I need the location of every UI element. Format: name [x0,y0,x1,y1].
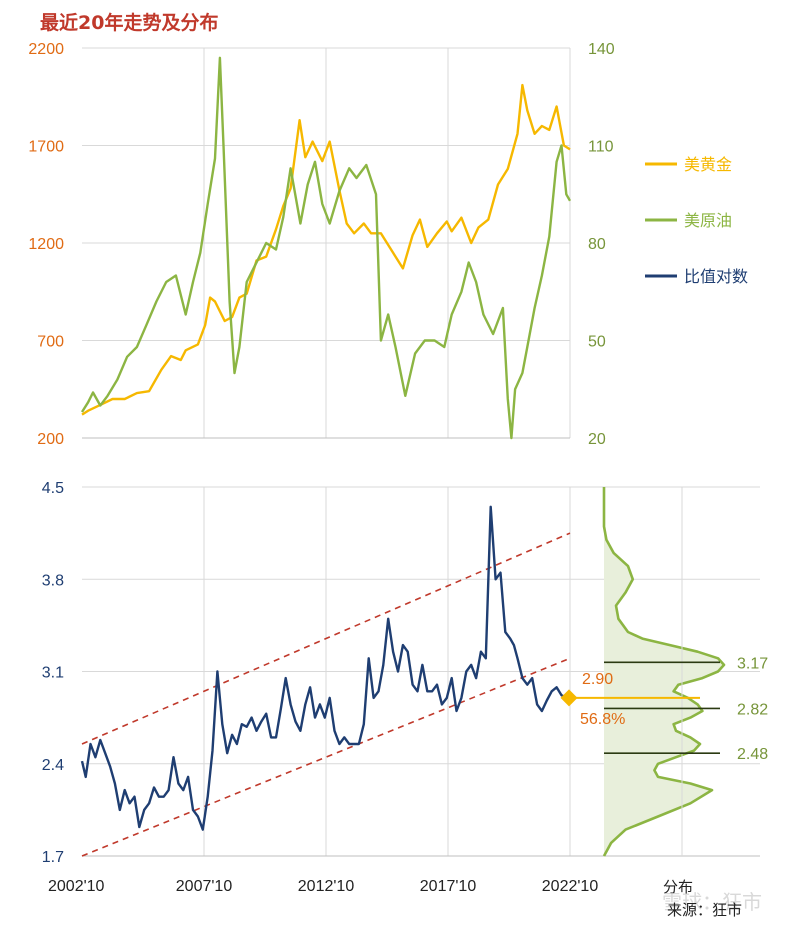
x-tick-label: 2017'10 [420,878,477,895]
source-note: 来源：狂市 [667,901,742,919]
bottom-y-tick-label: 3.1 [42,665,64,682]
top-chart-tick-labels: 200 700 1200 1700 2200 20 50 80 110 140 [28,41,614,448]
current-value-label: 2.90 [582,671,613,688]
ratio-log-line [80,505,570,831]
distribution-panel: 3.17 2.82 2.48 [602,487,768,857]
x-tick-label: 2007'10 [176,878,233,895]
legend-label: 美原油 [684,211,732,230]
left-axis-tick-label: 700 [37,334,64,351]
distribution-curve [602,487,726,857]
x-tick-label: 2022'10 [542,878,599,895]
top-chart-gridlines [82,47,571,439]
right-axis-tick-label: 140 [588,41,615,58]
left-axis-tick-label: 200 [37,431,64,448]
bottom-y-tick-label: 4.5 [42,480,64,497]
top-chart-series [80,56,572,440]
current-value-diamond [560,689,578,707]
left-axis-tick-label: 1200 [28,236,64,253]
left-axis-tick-label: 1700 [28,139,64,156]
right-axis-tick-label: 20 [588,431,606,448]
bottom-chart-series [80,505,571,857]
distribution-reference-label: 2.82 [737,701,768,718]
bottom-y-tick-label: 2.4 [42,757,64,774]
chart-title: 最近20年走势及分布 [40,12,219,34]
distribution-reference-label: 2.48 [737,746,768,763]
distribution-area [604,487,724,856]
bottom-y-tick-label: 3.8 [42,572,64,589]
right-axis-tick-label: 50 [588,334,606,351]
oil-price-line [80,56,572,440]
bottom-chart-tick-labels: 1.7 2.4 3.1 3.8 4.5 2002'10 2007'10 2012'10 2017… [42,480,599,895]
current-value-marker: 2.90 56.8% [560,671,700,728]
current-percentile-label: 56.8% [580,711,625,728]
gold-price-line [81,83,571,416]
right-axis-tick-label: 110 [588,139,614,156]
x-tick-label: 2002'10 [48,878,105,895]
distribution-reference-label: 3.17 [737,655,768,672]
bottom-y-tick-label: 1.7 [42,849,64,866]
x-tick-label: 2012'10 [298,878,355,895]
watermark: 雪球：狂市 [662,890,762,914]
legend-label: 美黄金 [684,155,732,174]
distribution-axis-label: 分布 [663,878,693,896]
legend-label: 比值对数 [684,267,748,286]
right-axis-tick-label: 80 [588,236,606,253]
left-axis-tick-label: 2200 [28,41,64,58]
